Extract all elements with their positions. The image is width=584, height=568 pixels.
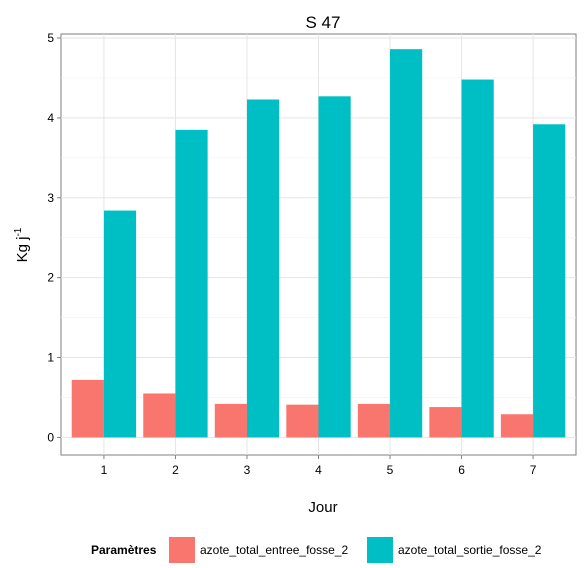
bar-azote_total_sortie_fosse_2-4 [318,96,351,438]
bars [71,49,566,438]
y-axis-label-main: Kg j [14,237,31,263]
x-tick-label: 1 [101,463,108,477]
bar-azote_total_sortie_fosse_2-3 [246,99,280,438]
bar-azote_total_entree_fosse_2-2 [143,393,176,438]
x-tick-label: 6 [458,463,465,477]
y-tick-label: 3 [47,191,54,205]
bar-azote_total_entree_fosse_2-1 [71,379,104,438]
bar-azote_total_entree_fosse_2-5 [357,403,391,438]
y-axis-label: Kg j-1 [13,227,31,262]
bar-azote_total_sortie_fosse_2-7 [533,124,566,438]
chart-title: S 47 [306,13,341,32]
bar-azote_total_sortie_fosse_2-2 [175,129,208,438]
legend-label-azote_total_entree_fosse_2: azote_total_entree_fosse_2 [200,543,348,557]
x-tick-label: 3 [244,463,251,477]
legend: Paramètres azote_total_entree_fosse_2 azot… [91,537,542,563]
bar-azote_total_entree_fosse_2-3 [214,403,247,438]
x-tick-label: 5 [387,463,394,477]
y-tick-label: 5 [47,31,54,45]
bar-azote_total_sortie_fosse_2-1 [103,210,137,438]
bar-azote_total_entree_fosse_2-4 [286,404,319,438]
legend-label-azote_total_sortie_fosse_2: azote_total_sortie_fosse_2 [398,543,542,557]
y-tick-label: 2 [47,271,54,285]
legend-title: Paramètres [91,543,157,557]
bar-azote_total_entree_fosse_2-7 [500,414,534,438]
y-tick-label: 1 [47,351,54,365]
y-tick-label: 4 [47,111,54,125]
bar-azote_total_entree_fosse_2-6 [429,407,462,438]
y-tick-label: 0 [47,430,54,444]
y-axis-label-superscript: -1 [13,227,24,236]
x-tick-label: 7 [530,463,537,477]
axes: 0 1 2 3 4 5 1 2 3 4 5 6 7 [47,31,536,477]
bar-azote_total_sortie_fosse_2-6 [461,79,494,438]
x-axis-label: Jour [308,499,337,516]
bar-azote_total_sortie_fosse_2-5 [390,49,423,438]
legend-key-azote_total_sortie_fosse_2 [367,537,393,563]
x-tick-label: 4 [315,463,322,477]
legend-key-azote_total_entree_fosse_2 [169,537,195,563]
x-tick-label: 2 [172,463,179,477]
